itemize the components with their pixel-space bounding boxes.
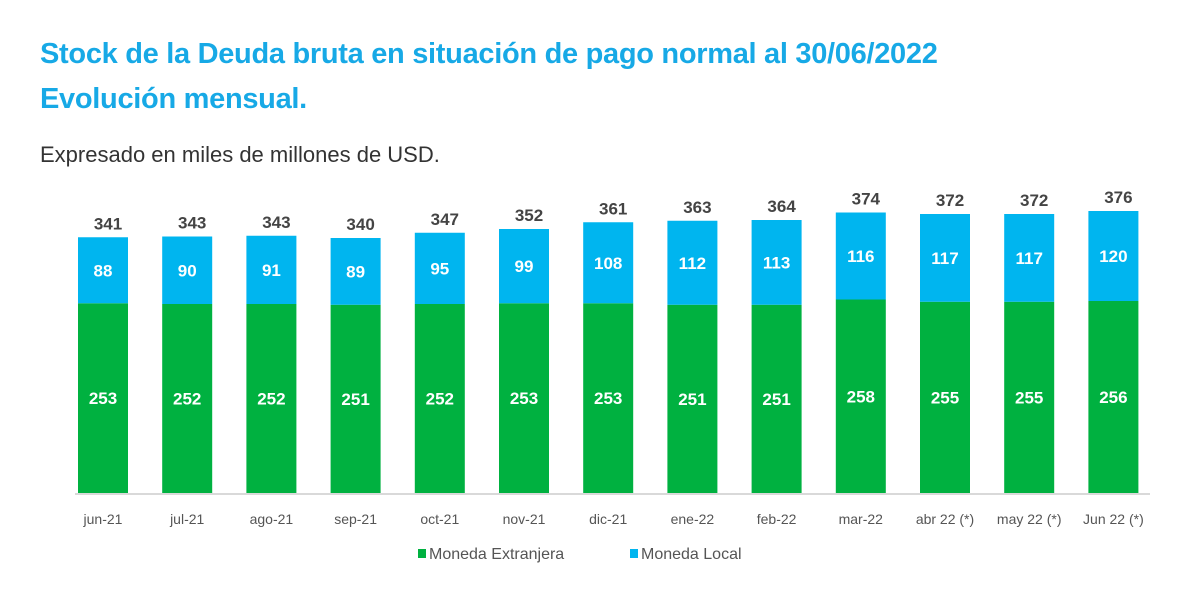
bar-moneda-extranjera [835,299,886,493]
bar-moneda-local [162,236,213,304]
data-label: 252 [426,390,454,409]
bar-moneda-extranjera [751,304,802,493]
bar-moneda-extranjera [330,304,381,493]
data-label: 253 [594,389,622,408]
legend-swatch [418,549,426,558]
data-label: 95 [430,259,449,278]
bar-moneda-extranjera [162,304,213,493]
data-label: 252 [257,390,285,409]
data-label: 88 [94,261,113,280]
data-label: 116 [847,247,874,266]
bar-moneda-local [667,220,718,305]
total-label: 376 [1104,188,1132,207]
data-label: 251 [341,390,369,409]
bar-moneda-extranjera [667,304,718,493]
x-tick-label: ago-21 [250,511,294,527]
bar-moneda-local [246,235,297,304]
x-tick-label: jul-21 [169,511,204,527]
data-label: 255 [1015,388,1043,407]
x-tick-label: jun-21 [83,511,123,527]
bar-moneda-local [78,237,128,304]
x-tick-label: oct-21 [420,511,459,527]
data-label: 253 [89,389,117,408]
bar-moneda-extranjera [499,303,549,493]
data-label: 108 [594,254,622,273]
x-tick-label: Jun 22 (*) [1083,511,1144,527]
bar-moneda-extranjera [1004,301,1055,493]
bar-moneda-local [414,232,465,304]
bar-moneda-local [1088,211,1139,301]
title-line-1: Stock de la Deuda bruta en situación de … [40,38,938,70]
total-label: 361 [599,199,627,218]
total-label: 352 [515,206,543,225]
data-label: 91 [262,261,281,280]
data-label: 251 [678,390,706,409]
total-label: 343 [262,213,290,232]
chart-title: Stock de la Deuda bruta en situación de … [40,32,938,122]
bar-moneda-local [1004,214,1055,302]
data-label: 256 [1099,388,1127,407]
title-line-2: Evolución mensual. [40,83,307,115]
bar-moneda-local [751,220,802,305]
data-label: 90 [178,261,197,280]
legend-label: Moneda Local [641,546,742,563]
data-label: 89 [346,262,365,281]
total-label: 341 [94,214,122,233]
bar-moneda-local [330,238,381,305]
x-tick-label: dic-21 [589,511,627,527]
x-tick-label: abr 22 (*) [916,511,974,527]
data-label: 253 [510,389,538,408]
data-label: 112 [679,254,706,273]
legend-swatch [630,549,638,558]
total-label: 374 [852,190,881,209]
data-label: 251 [762,390,790,409]
data-label: 255 [931,388,959,407]
legend-label: Moneda Extranjera [429,546,564,563]
total-label: 343 [178,214,206,233]
chart-subtitle: Expresado en miles de millones de USD. [40,142,440,167]
data-label: 117 [1015,249,1042,268]
bar-moneda-local [583,222,634,304]
bar-moneda-extranjera [1088,301,1139,493]
x-tick-label: ene-22 [671,511,715,527]
x-tick-label: nov-21 [503,511,546,527]
total-label: 372 [936,191,964,210]
total-label: 364 [767,197,796,216]
total-label: 340 [346,215,374,234]
bar-moneda-extranjera [920,301,970,493]
total-label: 372 [1020,191,1048,210]
x-tick-label: may 22 (*) [997,511,1062,527]
data-label: 252 [173,390,201,409]
bar-moneda-extranjera [78,303,128,493]
x-tick-label: mar-22 [839,511,884,527]
total-label: 363 [683,198,711,217]
x-tick-label: sep-21 [334,511,377,527]
bar-moneda-extranjera [246,304,297,493]
data-label: 99 [515,257,534,276]
data-label: 120 [1099,247,1127,266]
x-tick-label: feb-22 [757,511,797,527]
data-label: 258 [847,387,875,406]
data-label: 113 [763,253,790,272]
bar-moneda-extranjera [583,303,634,493]
bar-moneda-extranjera [414,304,465,493]
data-label: 117 [931,249,958,268]
total-label: 347 [431,210,459,229]
bar-moneda-local [835,212,886,300]
bar-moneda-local [499,229,549,304]
bar-moneda-local [920,214,970,302]
